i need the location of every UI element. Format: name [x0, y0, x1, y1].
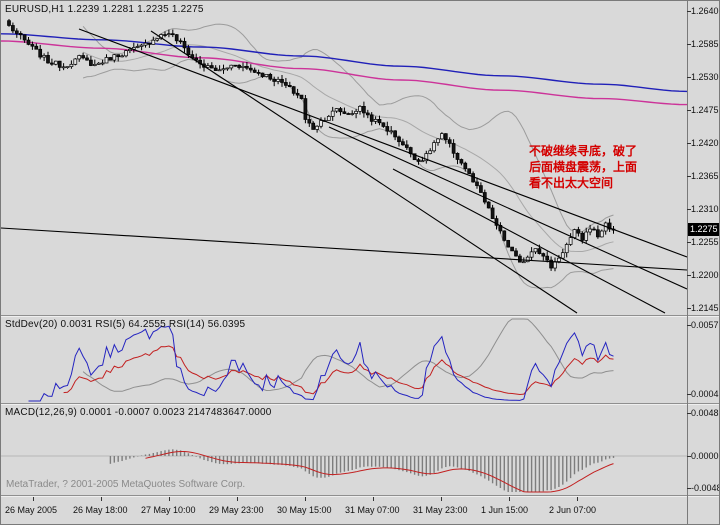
stddev-scale-label: 0.0004	[691, 389, 719, 399]
annotation-line-3: 看不出太大空间	[529, 176, 614, 190]
time-axis-tick	[577, 497, 578, 501]
time-axis-label: 31 May 23:00	[413, 505, 468, 515]
price-scale-label: 1.2640	[691, 6, 719, 16]
time-axis-tick	[237, 497, 238, 501]
scale-tick	[687, 77, 691, 78]
time-axis-tick	[373, 497, 374, 501]
panel-divider-1[interactable]	[1, 315, 719, 317]
price-scale-label: 1.2310	[691, 204, 719, 214]
price-scale-separator	[687, 1, 688, 524]
macd-scale-label: -0.0048	[691, 483, 720, 493]
macd-scale-label: 0.0048	[691, 408, 719, 418]
time-axis-label: 30 May 15:00	[277, 505, 332, 515]
price-scale-label: 1.2420	[691, 138, 719, 148]
price-scale-label: 1.2530	[691, 72, 719, 82]
annotation-line-2: 后面横盘震荡，上面	[529, 160, 638, 174]
scale-tick	[687, 456, 691, 457]
price-scale-label: 1.2145	[691, 303, 719, 313]
time-axis-tick	[441, 497, 442, 501]
time-axis-label: 1 Jun 15:00	[481, 505, 529, 515]
price-scale-label: 1.2365	[691, 171, 719, 181]
scale-tick	[687, 413, 691, 414]
scale-tick	[687, 325, 691, 326]
scale-tick	[687, 209, 691, 210]
scale-tick	[687, 44, 691, 45]
panel-divider-3[interactable]	[1, 495, 719, 497]
scale-tick	[687, 242, 691, 243]
time-axis-tick	[33, 497, 34, 501]
panel-divider-2[interactable]	[1, 403, 719, 405]
price-scale-label: 1.2585	[691, 39, 719, 49]
time-axis-label: 26 May 18:00	[73, 505, 128, 515]
macd-scale-label: 0.0000	[691, 451, 719, 461]
scale-tick	[687, 176, 691, 177]
macd-info-line: MACD(12,26,9) 0.0001 -0.0007 0.0023 2147…	[5, 407, 272, 418]
time-axis-tick	[305, 497, 306, 501]
price-scale-label: 1.2200	[691, 270, 719, 280]
chart-annotation-text: 不破继续寻底，破了 后面横盘震荡，上面 看不出太大空间	[529, 143, 637, 191]
scale-tick	[687, 488, 691, 489]
macd-canvas[interactable]	[1, 405, 687, 495]
time-axis-label: 2 Jun 07:00	[549, 505, 597, 515]
current-price-badge: 1.2275	[688, 223, 719, 236]
time-axis-tick	[509, 497, 510, 501]
main-chart-canvas[interactable]	[1, 1, 687, 315]
scale-tick	[687, 110, 691, 111]
scale-tick	[687, 394, 691, 395]
scale-tick	[687, 275, 691, 276]
stddev-rsi-canvas[interactable]	[1, 317, 687, 403]
symbol-info-line: EURUSD,H1 1.2239 1.2281 1.2235 1.2275	[5, 4, 204, 15]
time-axis-tick	[101, 497, 102, 501]
time-axis-tick	[169, 497, 170, 501]
time-axis-label: 29 May 23:00	[209, 505, 264, 515]
price-scale-label: 1.2255	[691, 237, 719, 247]
time-axis-label: 27 May 10:00	[141, 505, 196, 515]
annotation-line-1: 不破继续寻底，破了	[529, 144, 638, 158]
time-axis-label: 26 May 2005	[5, 505, 58, 515]
stddev-info-line: StdDev(20) 0.0031 RSI(5) 64.2555 RSI(14)…	[5, 319, 246, 330]
time-axis-label: 31 May 07:00	[345, 505, 400, 515]
scale-tick	[687, 143, 691, 144]
metaquotes-watermark: MetaTrader, ? 2001-2005 MetaQuotes Softw…	[6, 479, 246, 490]
scale-tick	[687, 11, 691, 12]
stddev-scale-label: 0.0057	[691, 320, 719, 330]
scale-tick	[687, 308, 691, 309]
price-scale-label: 1.2475	[691, 105, 719, 115]
